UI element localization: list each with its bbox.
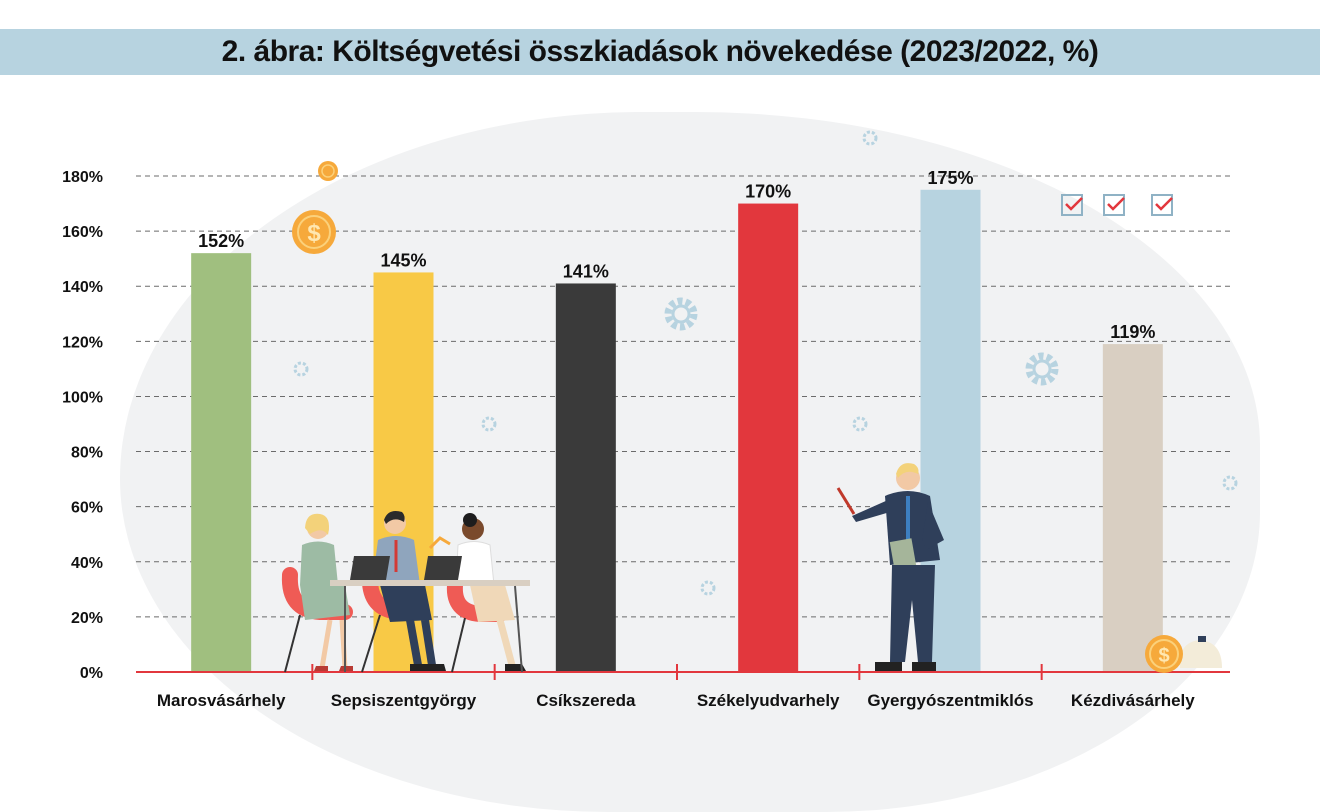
y-tick-label: 160%: [62, 224, 103, 241]
title-bar: 2. ábra: Költségvetési összkiadások növe…: [0, 29, 1320, 75]
chart-title: 2. ábra: Költségvetési összkiadások növe…: [221, 35, 1099, 68]
gear-icon: [1222, 475, 1238, 491]
bars: [191, 189, 1163, 673]
x-tick-label: Gyergyószentmiklós: [867, 691, 1033, 710]
gear-icon: [664, 297, 698, 331]
checkbox-icon: [1061, 194, 1083, 216]
y-tick-label: 20%: [71, 610, 103, 627]
coin-icon: [318, 161, 338, 181]
bar-chart: 0% 20% 40% 60% 80% 100% 120% 140% 160% 180%: [62, 130, 1238, 710]
value-labels: 152% 145% 141% 170% 175% 119%: [198, 168, 1155, 342]
data-label: 145%: [380, 250, 426, 270]
x-tick-label: Csíkszereda: [536, 691, 636, 710]
decorations-back: $: [292, 130, 1238, 596]
x-axis: [136, 664, 1230, 680]
bar: [555, 283, 616, 672]
y-tick-label: 120%: [62, 334, 103, 351]
y-tick-label: 60%: [71, 500, 103, 517]
x-axis-labels: Marosvásárhely Sepsiszentgyörgy Csíkszered…: [157, 691, 1195, 710]
bar: [738, 203, 799, 673]
gear-icon: [700, 580, 716, 596]
gear-icon: [852, 416, 868, 432]
data-label: 141%: [563, 261, 609, 281]
gear-icon: [862, 130, 878, 146]
y-tick-label: 180%: [62, 169, 103, 186]
presenter-illustration: [836, 463, 944, 671]
x-tick-label: Marosvásárhely: [157, 691, 286, 710]
svg-text:$: $: [307, 220, 321, 247]
x-tick-label: Kézdivásárhely: [1071, 691, 1195, 710]
y-axis-labels: 0% 20% 40% 60% 80% 100% 120% 140% 160% 180%: [62, 169, 103, 682]
y-tick-label: 140%: [62, 279, 103, 296]
data-label: 170%: [745, 182, 791, 202]
svg-text:$: $: [1158, 645, 1169, 667]
data-label: 152%: [198, 231, 244, 251]
checkbox-icon: [1151, 194, 1173, 216]
x-tick-label: Sepsiszentgyörgy: [331, 691, 477, 710]
y-tick-label: 80%: [71, 445, 103, 462]
gear-icon: [481, 416, 497, 432]
bar: [1102, 344, 1163, 672]
bar: [191, 253, 252, 672]
checkbox-icon: [1103, 194, 1125, 216]
y-tick-label: 100%: [62, 389, 103, 406]
coin-icon: $: [292, 210, 336, 254]
x-tick-label: Székelyudvarhely: [697, 691, 840, 710]
gear-icon: [1025, 352, 1059, 386]
money-bag-icon: $: [1145, 635, 1222, 673]
data-label: 175%: [927, 168, 973, 188]
people-at-desk-illustration: [281, 511, 530, 673]
gear-icon: [293, 361, 309, 377]
y-tick-label: 40%: [71, 555, 103, 572]
y-tick-label: 0%: [80, 665, 103, 682]
data-label: 119%: [1110, 322, 1155, 342]
